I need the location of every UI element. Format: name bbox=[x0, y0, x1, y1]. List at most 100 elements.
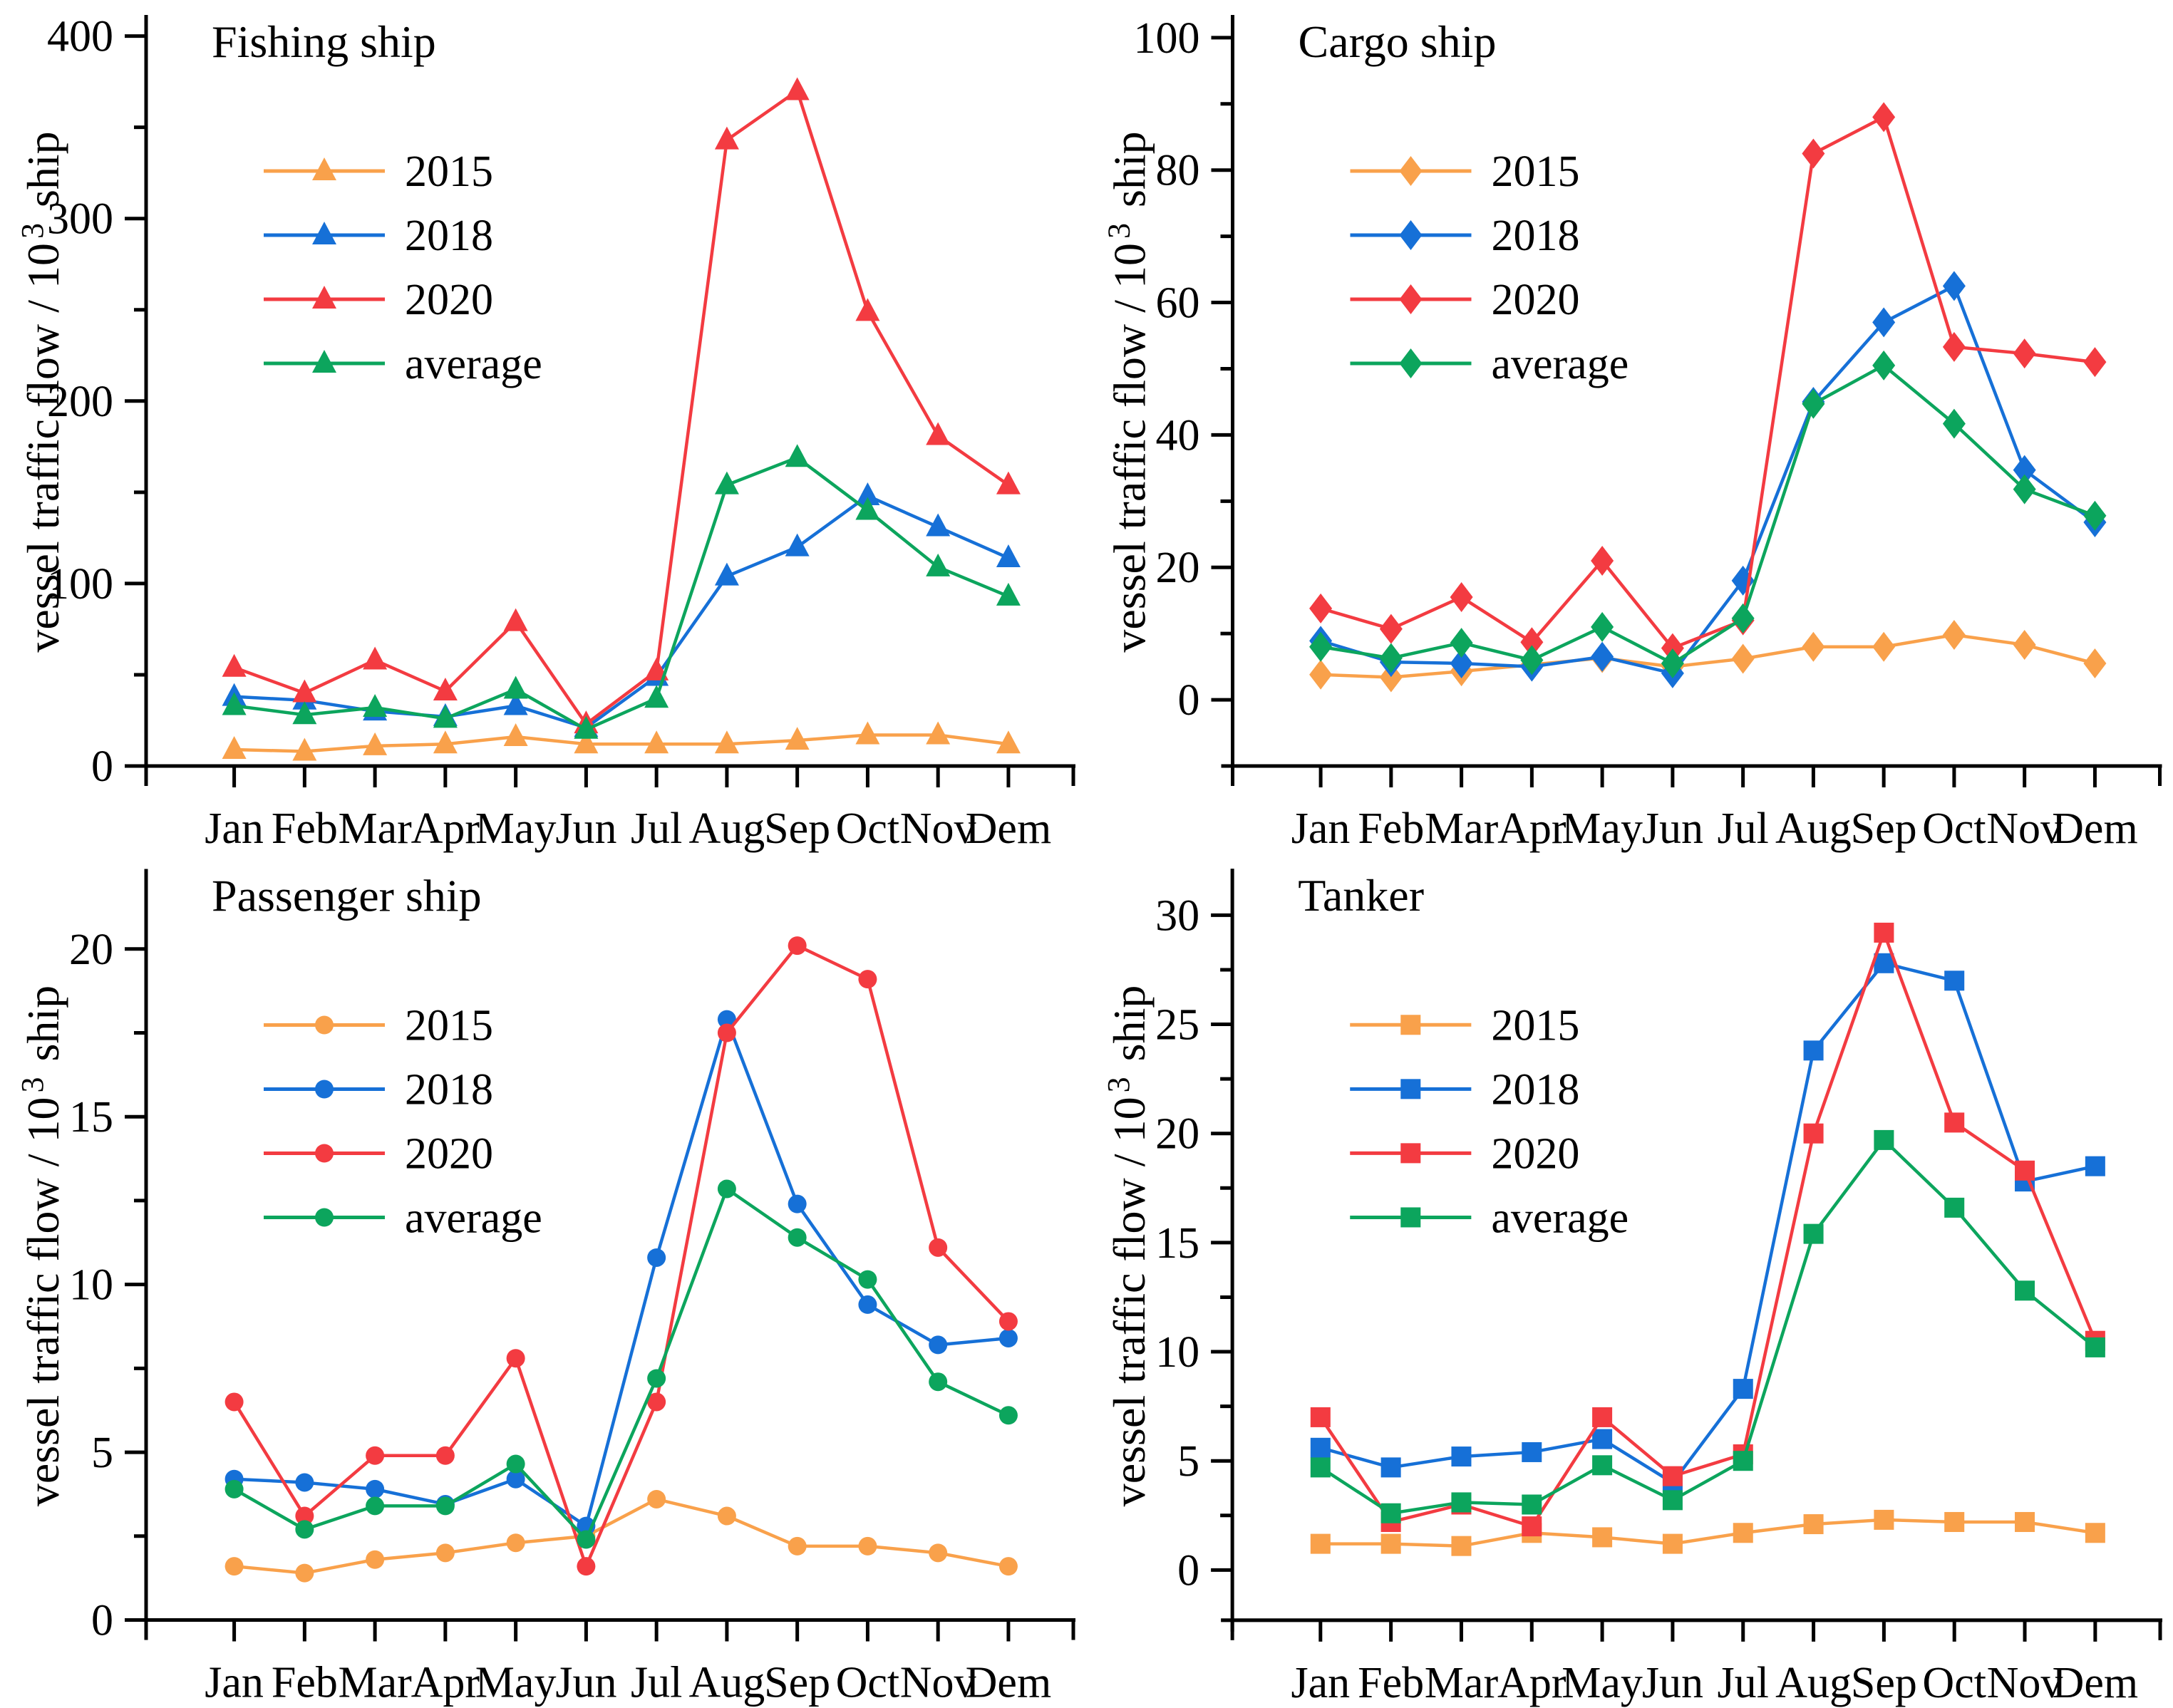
series-2015-marker bbox=[1380, 1533, 1401, 1554]
series-2020-marker bbox=[363, 646, 388, 670]
x-tick-label: May bbox=[475, 804, 557, 853]
axes bbox=[1211, 869, 2162, 1642]
legend-marker-2015 bbox=[1399, 156, 1423, 186]
legend-item-2015: 2015 bbox=[264, 147, 493, 196]
legend-item-2015: 2015 bbox=[264, 1002, 493, 1050]
series-2018-marker bbox=[2013, 455, 2036, 485]
series-average-marker bbox=[2013, 474, 2036, 504]
series-2020-marker bbox=[1944, 1112, 1965, 1133]
x-tick-label: Sep bbox=[764, 804, 830, 853]
series-2020-marker bbox=[366, 1446, 385, 1465]
y-tick-label: 20 bbox=[69, 926, 113, 974]
series-2015-marker bbox=[1874, 1509, 1894, 1530]
y-tick-label: 15 bbox=[69, 1093, 113, 1142]
series-2015-marker bbox=[292, 737, 317, 761]
x-tick-label: Jan bbox=[1291, 1659, 1350, 1707]
series-2015-marker bbox=[1942, 620, 1966, 651]
series-2018-marker bbox=[1522, 1442, 1542, 1462]
x-tick-label: Apr bbox=[411, 1659, 480, 1707]
series-average-marker bbox=[1591, 611, 1614, 642]
legend-marker-average bbox=[312, 350, 336, 373]
legend-item-2015: 2015 bbox=[1350, 147, 1580, 196]
series-2020-marker bbox=[503, 608, 528, 631]
x-tick-label: Jun bbox=[555, 804, 616, 853]
series-2015-marker bbox=[506, 1533, 525, 1553]
series-2020-marker bbox=[1592, 1407, 1613, 1427]
series-2015-marker bbox=[1802, 631, 1825, 662]
series-2020-marker bbox=[2013, 338, 2036, 369]
series-average-marker bbox=[1450, 628, 1473, 658]
series-average-marker bbox=[1942, 408, 1966, 439]
legend-item-average: average bbox=[1350, 340, 1629, 388]
series-average-marker bbox=[1944, 1197, 1965, 1218]
series-average-marker bbox=[855, 497, 880, 520]
series-average-marker bbox=[647, 1369, 666, 1388]
series-2018-marker bbox=[858, 1295, 877, 1314]
series-2018-marker bbox=[998, 1328, 1018, 1347]
series-2018-marker bbox=[1874, 953, 1894, 973]
series-average-marker bbox=[714, 471, 739, 495]
legend-marker-2020 bbox=[315, 1144, 334, 1163]
x-tick-label: Dem bbox=[966, 804, 1052, 853]
series-2020-marker bbox=[647, 1392, 666, 1412]
series-average-marker bbox=[1872, 350, 1896, 381]
series-2020-marker bbox=[717, 1023, 736, 1042]
series-average-marker bbox=[1379, 643, 1403, 673]
series-average-marker bbox=[366, 1496, 385, 1516]
series-2015-marker bbox=[1803, 1514, 1824, 1535]
series-average bbox=[1310, 1129, 2105, 1523]
series-2020 bbox=[1309, 102, 2107, 663]
series-2018-marker bbox=[1592, 1429, 1613, 1449]
x-tick-label: Nov bbox=[900, 804, 976, 853]
series-average-marker bbox=[1803, 1223, 1824, 1244]
series-2015-line bbox=[1320, 1518, 2096, 1548]
series-2020-marker bbox=[1310, 1407, 1331, 1427]
x-tick-label: Oct bbox=[1922, 1659, 1986, 1707]
series-2018-marker bbox=[2085, 1156, 2105, 1176]
series-average-marker bbox=[998, 1406, 1018, 1425]
series-average-marker bbox=[1802, 388, 1825, 419]
series-2015-marker bbox=[222, 735, 247, 759]
series-2015-marker bbox=[1379, 662, 1403, 693]
y-tick-label: 5 bbox=[91, 1429, 113, 1477]
series-average-line bbox=[1320, 363, 2096, 666]
y-tick-label: 40 bbox=[1156, 411, 1200, 460]
series-2015-marker bbox=[998, 1557, 1018, 1576]
series-2015-marker bbox=[785, 727, 810, 750]
series-2018-marker bbox=[788, 1194, 807, 1213]
legend-marker-2018 bbox=[1400, 1079, 1421, 1099]
tanker-panel: 0 5 10 15 20 25 30 Jan Feb Mar Apr May Jun Jul Aug Sep O… bbox=[1086, 854, 2173, 1708]
series-2015-marker bbox=[2085, 1523, 2105, 1543]
series-average-marker bbox=[577, 1530, 596, 1549]
series-2020-marker bbox=[1591, 545, 1614, 576]
series-2020-line bbox=[233, 88, 1010, 727]
legend-label: 2018 bbox=[1492, 212, 1580, 260]
series-2015-marker bbox=[503, 723, 528, 747]
series-2015-marker bbox=[295, 1563, 314, 1583]
legend-marker-2018 bbox=[315, 1080, 334, 1099]
series-2018-line bbox=[234, 1014, 1009, 1529]
x-tick-label: Jul bbox=[1718, 1659, 1769, 1707]
series-2015-marker bbox=[926, 721, 951, 745]
x-tick-label: Mar bbox=[1425, 804, 1499, 853]
chart-title: Passenger ship bbox=[212, 871, 482, 921]
passenger-ship-panel: 0 5 10 15 20 Jan Feb Mar Apr May Jun Jul Aug Sep Oct No… bbox=[0, 854, 1086, 1708]
axes bbox=[125, 15, 1075, 787]
series-2020-marker bbox=[1450, 582, 1473, 613]
x-tick-label: Jun bbox=[1642, 804, 1703, 853]
series-2015 bbox=[222, 721, 1021, 761]
series-average-marker bbox=[363, 694, 388, 718]
series-average-marker bbox=[1309, 631, 1333, 662]
series-2015-marker bbox=[1872, 631, 1896, 662]
series-average-marker bbox=[1522, 1494, 1542, 1515]
series-2015-marker bbox=[1310, 1533, 1331, 1554]
legend: 2015 2018 2020 average bbox=[1350, 147, 1629, 388]
series-average-marker bbox=[788, 1228, 807, 1247]
y-tick-label: 60 bbox=[1156, 279, 1200, 328]
y-tick-label: 5 bbox=[1177, 1437, 1199, 1486]
series-average-marker bbox=[506, 1454, 525, 1474]
legend-marker-2015 bbox=[1400, 1015, 1421, 1035]
x-tick-label: Dem bbox=[2052, 804, 2138, 853]
series-2015-marker bbox=[1733, 1523, 1753, 1543]
